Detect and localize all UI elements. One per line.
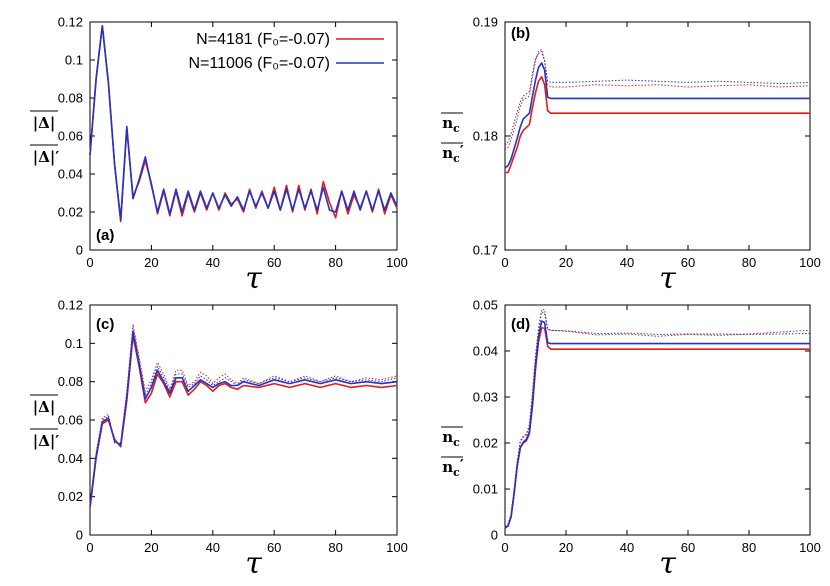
subscript: c xyxy=(453,466,460,479)
x-tick-label: 40 xyxy=(620,255,634,270)
x-tick-label: 100 xyxy=(386,540,408,555)
y-tick-label: 0.06 xyxy=(58,129,83,144)
series-line-dotted-blue xyxy=(504,51,811,146)
legend-label: N=11006 (F₀=-0.07) xyxy=(188,55,330,72)
x-tick-label: 100 xyxy=(799,540,821,555)
y-tick-label: 0.02 xyxy=(473,436,498,451)
x-tick-label: 60 xyxy=(267,540,281,555)
panel-label: (b) xyxy=(511,25,530,42)
panel-a: 0 20 40 60 80 100 0 0.02 0.04 0.06 0.08 0.1 0.12 τ |Δ|… xyxy=(30,15,408,296)
x-tick-label: 20 xyxy=(144,540,158,555)
series-line-solid-blue xyxy=(504,62,810,169)
x-tick-label: 40 xyxy=(620,540,634,555)
x-tick-label: 40 xyxy=(206,255,220,270)
y-tick-label: 0.19 xyxy=(473,15,498,30)
plot-frame xyxy=(504,304,811,536)
panel-label: (a) xyxy=(96,227,114,244)
y-tick-label: 0.1 xyxy=(65,336,83,351)
y-axis-label-top: nc xyxy=(442,428,460,449)
series-line-solid-red xyxy=(89,334,398,509)
series-line-solid-red xyxy=(505,75,810,174)
y-tick-label: 0.05 xyxy=(473,298,498,313)
y-axis-label: nc nc′ xyxy=(441,426,464,479)
series-line-solid-blue xyxy=(89,25,398,221)
y-axis-label-top: nc xyxy=(442,114,460,135)
panel-c: 0 20 40 60 80 100 0 0.02 0.04 0.06 0.08 0.1 0.12 τ |Δ|… xyxy=(30,298,408,581)
subscript: c xyxy=(453,122,460,135)
x-tick-label: 0 xyxy=(86,255,93,270)
panel-label: (c) xyxy=(96,316,114,333)
y-tick-label: 0.04 xyxy=(473,344,498,359)
y-axis-label: nc nc′ xyxy=(441,112,464,165)
y-tick-label: 0.08 xyxy=(58,374,83,389)
y-tick-label: 0.12 xyxy=(58,298,83,313)
y-axis-label-bottom: |Δ|′ xyxy=(33,432,60,450)
panel-d: 0 20 40 60 80 100 0 0.01 0.02 0.03 0.04 0.05 τ nc nc′ (… xyxy=(441,298,821,581)
panel-b: 0 20 40 60 80 100 0.17 0.18 0.19 τ nc nc′ (b) xyxy=(441,15,821,296)
y-axis-label-bottom: |Δ|′ xyxy=(33,148,60,166)
y-axis-label-bottom: nc′ xyxy=(442,456,464,479)
y-tick-label: 0.12 xyxy=(58,15,83,30)
y-axis-label-bottom: nc′ xyxy=(442,142,464,165)
x-tick-label: 0 xyxy=(501,255,508,270)
x-tick-label: 60 xyxy=(681,540,695,555)
y-tick-label: 0.04 xyxy=(58,167,83,182)
prime: ′ xyxy=(460,456,464,474)
series-line-solid-blue xyxy=(504,320,810,529)
y-axis-label-top: |Δ| xyxy=(33,114,56,132)
x-axis-label: τ xyxy=(659,261,676,296)
y-tick-label: 0.02 xyxy=(58,489,83,504)
series-line-solid-red xyxy=(504,327,810,529)
series-line-dotted-red xyxy=(89,323,398,505)
x-tick-label: 20 xyxy=(559,540,573,555)
y-tick-label: 0.01 xyxy=(473,482,498,497)
y-tick-label: 0.17 xyxy=(473,243,498,258)
x-tick-label: 100 xyxy=(386,255,408,270)
subscript: c xyxy=(453,152,460,165)
plot-frame xyxy=(504,21,811,251)
subscript: c xyxy=(453,436,460,449)
x-axis-label: τ xyxy=(245,546,262,581)
series-line-dotted-red xyxy=(504,309,811,528)
y-tick-label: 0.08 xyxy=(58,91,83,106)
y-tick-label: 0.02 xyxy=(58,205,83,220)
x-tick-label: 80 xyxy=(742,540,756,555)
x-tick-label: 80 xyxy=(742,255,756,270)
y-axis-label-top: |Δ| xyxy=(33,398,56,416)
series-line-dotted-blue xyxy=(89,327,398,505)
x-axis-label: τ xyxy=(245,261,262,296)
y-tick-label: 0.1 xyxy=(65,53,83,68)
y-tick-label: 0.06 xyxy=(58,413,83,428)
series-line-solid-blue xyxy=(89,331,398,507)
series-line-dotted-red xyxy=(504,48,811,151)
x-tick-label: 0 xyxy=(501,540,508,555)
y-tick-label: 0 xyxy=(76,243,83,258)
legend-label: N=4181 (F₀=-0.07) xyxy=(196,31,330,48)
y-tick-label: 0.18 xyxy=(473,129,498,144)
x-axis-label: τ xyxy=(659,546,676,581)
y-tick-label: 0.04 xyxy=(58,451,83,466)
x-tick-label: 80 xyxy=(328,255,342,270)
y-tick-label: 0 xyxy=(76,528,83,543)
x-tick-label: 20 xyxy=(559,255,573,270)
x-tick-label: 0 xyxy=(86,540,93,555)
y-axis-label: |Δ| |Δ|′ xyxy=(30,110,60,166)
x-tick-label: 40 xyxy=(206,540,220,555)
series-line-dotted-blue xyxy=(504,311,811,528)
panel-label: (d) xyxy=(511,316,530,333)
x-tick-label: 80 xyxy=(328,540,342,555)
prime: ′ xyxy=(460,142,464,160)
x-tick-label: 60 xyxy=(681,255,695,270)
x-tick-label: 100 xyxy=(799,255,821,270)
x-tick-label: 20 xyxy=(144,255,158,270)
y-tick-label: 0.03 xyxy=(473,390,498,405)
y-axis-label: |Δ| |Δ|′ xyxy=(30,394,60,450)
x-tick-label: 60 xyxy=(267,255,281,270)
y-tick-label: 0 xyxy=(491,528,498,543)
